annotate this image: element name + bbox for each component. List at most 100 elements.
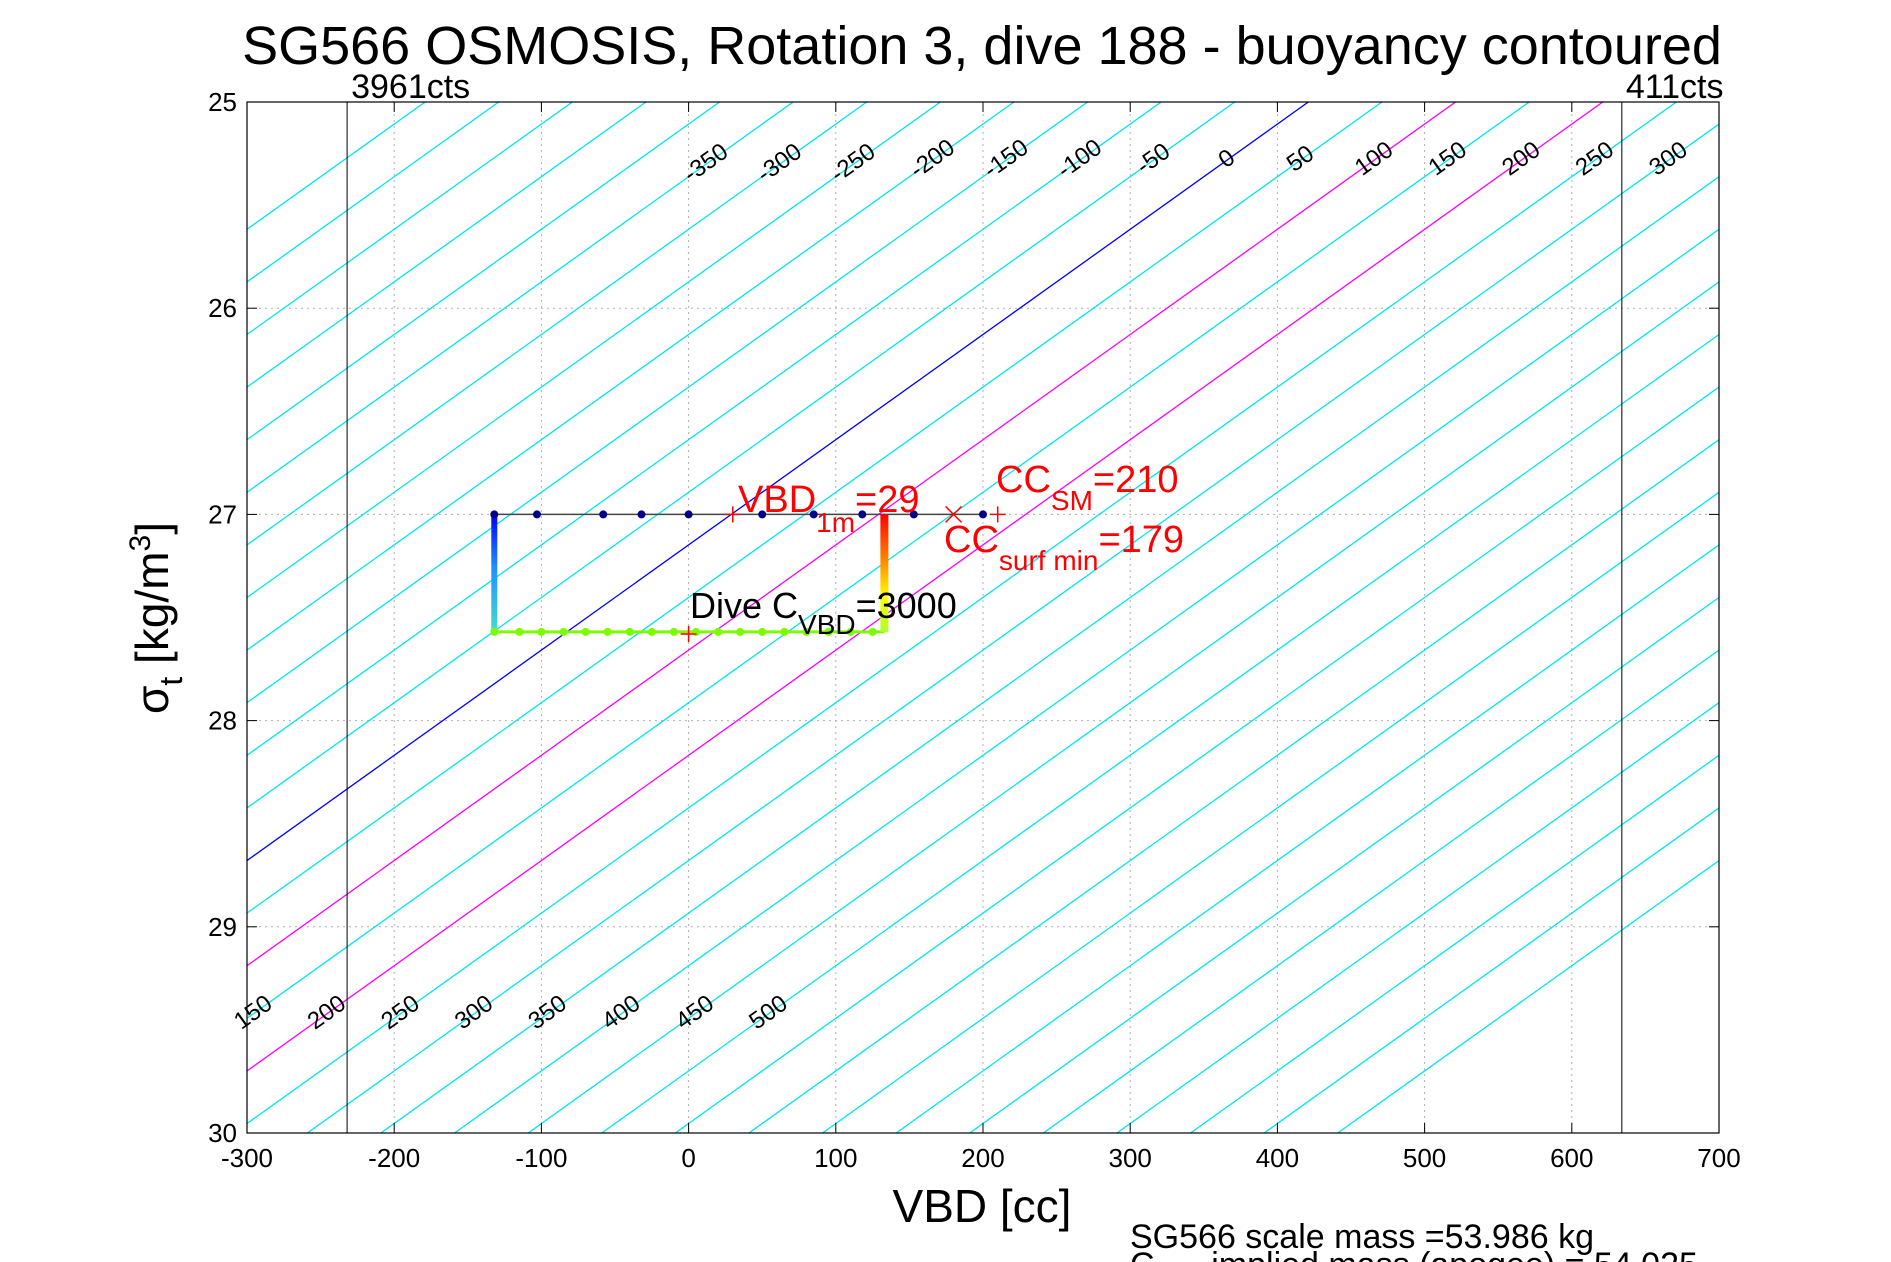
x-tick-label: 500 xyxy=(1403,1143,1446,1173)
x-tick-label: 700 xyxy=(1697,1143,1740,1173)
contour-line xyxy=(454,228,1719,1133)
contour-label: 150 xyxy=(229,990,277,1035)
top-point xyxy=(758,510,767,519)
contour-line xyxy=(247,102,941,599)
contour-label: -50 xyxy=(1131,138,1175,180)
x-tick-label: 600 xyxy=(1550,1143,1593,1173)
contour-line xyxy=(247,102,1088,704)
contour-line xyxy=(1190,754,1719,1133)
axis-ticks: -300 -200 -100 0 100 200 300 400 500 600 700252627… xyxy=(208,87,1741,1173)
top-point xyxy=(532,510,541,519)
contour-line xyxy=(748,438,1719,1133)
contour-line xyxy=(247,102,1309,862)
x-tick-label: 100 xyxy=(814,1143,857,1173)
y-tick-label: 25 xyxy=(208,87,237,117)
contour-label: 500 xyxy=(744,990,792,1035)
bottom-point xyxy=(603,627,612,636)
contour-label: 100 xyxy=(1350,136,1398,181)
left-segment xyxy=(491,514,498,632)
x-tick-label: -300 xyxy=(221,1143,273,1173)
contour-line xyxy=(247,102,426,231)
y-label-end: ] xyxy=(126,522,178,535)
contour-line xyxy=(247,102,1456,967)
x-tick-label: 300 xyxy=(1109,1143,1152,1173)
top-point xyxy=(979,510,987,519)
ccsurf-sub: surf min xyxy=(999,545,1099,576)
contour-line xyxy=(247,102,1530,1020)
bottom-point xyxy=(669,627,678,636)
contour-label: 250 xyxy=(1571,136,1619,181)
contour-line xyxy=(306,123,1719,1133)
contour-labels: -350 -300 -250 -200 -150 -100 -50 0 50 100 150 200 2… xyxy=(229,134,1693,1035)
x-tick-label: -100 xyxy=(515,1143,567,1173)
bottom-point xyxy=(758,627,767,636)
divec-main: Dive C xyxy=(690,585,798,626)
contour-label: 200 xyxy=(303,990,351,1035)
x-axis-label: VBD [cc] xyxy=(893,1180,1072,1232)
contour-label: 300 xyxy=(450,990,498,1035)
top-point xyxy=(909,510,918,519)
contour-line xyxy=(969,596,1719,1133)
marker-cross xyxy=(945,505,963,523)
annotation-divec: Dive CVBD=3000 xyxy=(690,585,957,640)
limit-lines: 3961cts 411cts xyxy=(346,68,1724,1133)
x-tick-label: 400 xyxy=(1256,1143,1299,1173)
contour-line xyxy=(380,175,1719,1133)
contour-label: 150 xyxy=(1424,136,1472,181)
chart-title: SG566 OSMOSIS, Rotation 3, dive 188 - bu… xyxy=(242,16,1722,76)
contour-line xyxy=(1337,859,1719,1133)
contour-line xyxy=(247,102,868,546)
footer-implied-mass: C implied mass (apogee) = 54.025 xyxy=(1130,1246,1698,1262)
y-label-sup: 3 xyxy=(124,535,157,552)
contour-label: 50 xyxy=(1282,140,1319,177)
ccsm-value: =210 xyxy=(1093,459,1179,501)
contour-line xyxy=(247,102,1236,809)
x-tick-label: 200 xyxy=(961,1143,1004,1173)
contour-line xyxy=(601,333,1719,1133)
contour-label: -350 xyxy=(678,138,733,188)
y-label-sigma: σ xyxy=(126,686,178,714)
limit-label: 3961cts xyxy=(351,68,470,106)
contour-label: 300 xyxy=(1644,136,1692,181)
bottom-point xyxy=(581,627,590,636)
contour-line xyxy=(247,102,1383,914)
divec-value: =3000 xyxy=(856,585,957,626)
limit-label: 411cts xyxy=(1626,68,1724,106)
y-label-unit: [kg/m xyxy=(126,551,178,676)
contour-line xyxy=(674,386,1719,1133)
vbd1m-value: =29 xyxy=(855,479,919,521)
contour-label: 400 xyxy=(597,990,645,1035)
top-point xyxy=(858,510,867,519)
contour-line xyxy=(1042,649,1719,1133)
ccsm-main: CC xyxy=(996,459,1051,501)
bottom-point xyxy=(647,627,656,636)
bottom-point xyxy=(625,627,634,636)
contour-line xyxy=(247,102,647,388)
bottom-point xyxy=(780,627,789,636)
bottom-point xyxy=(559,627,568,636)
y-axis-label: σt [kg/m3] xyxy=(124,522,189,714)
contour-label: -200 xyxy=(905,134,960,184)
bottom-point xyxy=(537,627,546,636)
contour-line xyxy=(247,102,720,441)
vbd1m-sub: 1m xyxy=(816,507,855,538)
contour-label: 0 xyxy=(1214,144,1241,174)
annotation-ccsurf: CCsurf min=179 xyxy=(944,519,1184,576)
annotation-ccsm: CCSM=210 xyxy=(996,459,1178,516)
grid xyxy=(246,101,1720,1134)
contour-label: 250 xyxy=(376,990,424,1035)
footer-scale-mass: SG566 scale mass =53.986 kg xyxy=(1130,1218,1594,1256)
contour-label: 200 xyxy=(1497,136,1545,181)
contour-line xyxy=(527,281,1719,1133)
contour-line xyxy=(247,102,573,336)
y-tick-label: 28 xyxy=(208,706,237,736)
vbd1m-main: VBD xyxy=(738,479,816,521)
bottom-point xyxy=(490,627,499,636)
contour-label: -250 xyxy=(826,138,881,188)
y-tick-label: 29 xyxy=(208,912,237,942)
x-tick-label: 0 xyxy=(681,1143,695,1173)
top-point xyxy=(684,510,693,519)
contour-line xyxy=(247,102,1162,757)
bottom-point xyxy=(868,627,877,636)
bottom-point xyxy=(846,627,855,636)
